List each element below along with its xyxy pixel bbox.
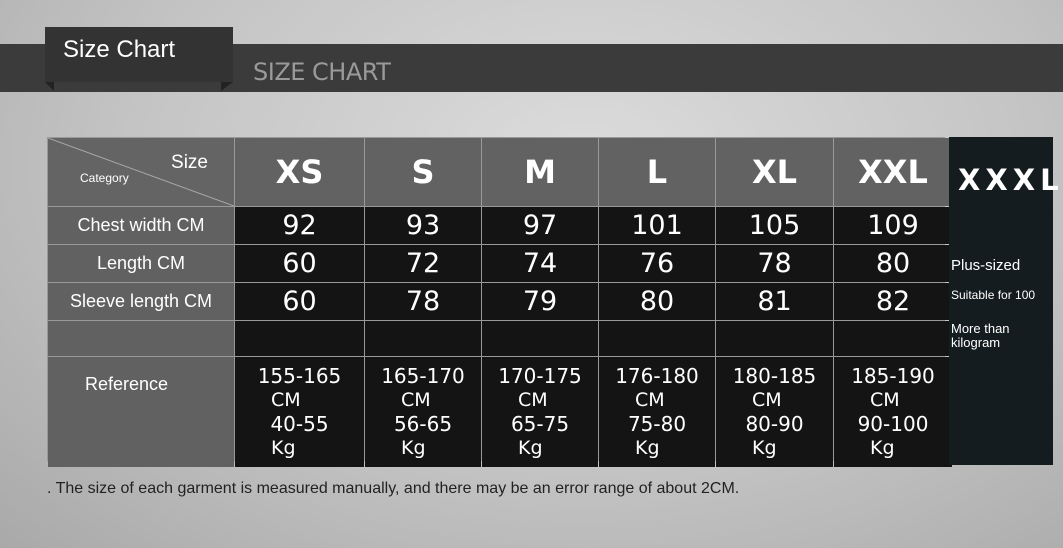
size-header-xl: XL <box>716 138 833 206</box>
reference-height: 170-175 <box>498 364 582 388</box>
reference-cell: 165-170 CM 56-65 Kg <box>365 357 481 467</box>
row-label: Sleeve length CM <box>48 283 234 320</box>
reference-cell: 176-180 CM 75-80 Kg <box>599 357 715 467</box>
size-header-m: M <box>482 138 598 206</box>
table-cell: 74 <box>482 245 598 282</box>
reference-hunit: CM <box>870 389 900 411</box>
table-cell: 76 <box>599 245 715 282</box>
reference-hunit: CM <box>401 389 431 411</box>
ribbon-fold <box>221 82 233 91</box>
reference-weight: 65-75 <box>510 412 570 436</box>
table-cell <box>834 321 952 356</box>
xxxl-panel: XXXL Plus-sized Suitable for 100 More th… <box>949 137 1059 465</box>
reference-height: 180-185 <box>732 364 817 388</box>
size-header-l: L <box>599 138 715 206</box>
reference-hunit: CM <box>752 389 782 411</box>
diagonal-divider <box>48 138 234 206</box>
xxxl-line1: Plus-sized <box>951 257 1021 274</box>
reference-hunit: CM <box>271 389 301 411</box>
reference-wunit: Kg <box>401 437 426 459</box>
page-title: Size Chart <box>45 27 233 82</box>
reference-hunit: CM <box>635 389 665 411</box>
reference-height: 185-190 <box>851 364 935 388</box>
table-cell <box>716 321 833 356</box>
size-table: Size Category XS S M L XL XXL Chest width CM 92… <box>47 137 952 467</box>
reference-wunit: Kg <box>752 437 777 459</box>
reference-height: 155-165 <box>257 364 342 388</box>
row-label: Length CM <box>48 245 234 282</box>
row-label-reference: Reference <box>48 357 234 467</box>
table-cell: 105 <box>716 207 833 244</box>
category-header: Category <box>80 171 129 185</box>
reference-cell: 185-190 CM 90-100 Kg <box>834 357 952 467</box>
table-cell: 92 <box>235 207 364 244</box>
reference-cell: 155-165 CM 40-55 Kg <box>235 357 364 467</box>
reference-weight: 56-65 <box>393 412 453 436</box>
table-cell: 72 <box>365 245 481 282</box>
row-label <box>48 321 234 356</box>
reference-height: 176-180 <box>615 364 699 388</box>
reference-wunit: Kg <box>518 437 543 459</box>
table-cell: 93 <box>365 207 481 244</box>
reference-weight: 80-90 <box>745 412 804 436</box>
reference-hunit: CM <box>518 389 548 411</box>
table-cell: 60 <box>235 245 364 282</box>
table-cell: 109 <box>834 207 952 244</box>
xxxl-line2: Suitable for 100 <box>951 288 1036 302</box>
table-cell: 60 <box>235 283 364 320</box>
table-cell <box>365 321 481 356</box>
size-header: Size <box>171 152 208 173</box>
size-header-xs: XS <box>235 138 364 206</box>
reference-wunit: Kg <box>870 437 895 459</box>
table-cell: 78 <box>716 245 833 282</box>
page-subtitle: SIZE CHART <box>253 58 391 86</box>
table-cell: 101 <box>599 207 715 244</box>
size-header-s: S <box>365 138 481 206</box>
reference-cell: 180-185 CM 80-90 Kg <box>716 357 833 467</box>
reference-wunit: Kg <box>635 437 660 459</box>
measurement-note: . The size of each garment is measured m… <box>47 480 740 497</box>
table-cell: 82 <box>834 283 952 320</box>
table-cell: 81 <box>716 283 833 320</box>
row-label: Chest width CM <box>48 207 234 244</box>
corner-cell: Size Category <box>48 138 234 206</box>
table-cell <box>599 321 715 356</box>
size-header-xxl: XXL <box>834 138 952 206</box>
reference-height: 165-170 <box>381 364 465 388</box>
reference-weight: 75-80 <box>627 412 687 436</box>
table-cell: 80 <box>834 245 952 282</box>
xxxl-line3: More than kilogram <box>951 321 1010 350</box>
ribbon-fold <box>45 82 54 91</box>
table-cell <box>482 321 598 356</box>
reference-weight: 40-55 <box>270 412 329 436</box>
table-cell: 97 <box>482 207 598 244</box>
table-cell: 79 <box>482 283 598 320</box>
table-cell: 78 <box>365 283 481 320</box>
xxxl-title: XXXL <box>958 163 1063 197</box>
table-cell: 80 <box>599 283 715 320</box>
reference-wunit: Kg <box>271 437 296 459</box>
reference-cell: 170-175 CM 65-75 Kg <box>482 357 598 467</box>
reference-weight: 90-100 <box>857 412 929 436</box>
table-cell <box>235 321 364 356</box>
